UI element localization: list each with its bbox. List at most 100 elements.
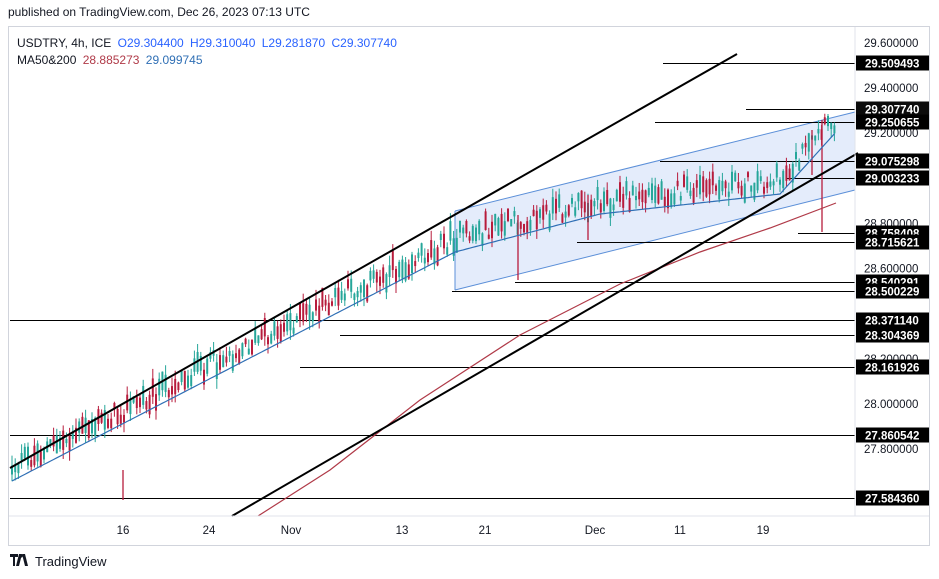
level-label-box [856, 101, 929, 117]
candle-body [532, 209, 535, 217]
candle-body [238, 349, 241, 364]
candle-body [446, 247, 449, 255]
candle-body [478, 220, 481, 235]
candle-body [788, 168, 791, 181]
candle-body [545, 204, 548, 212]
candle-body [33, 445, 36, 466]
candle-body [401, 259, 404, 279]
candle-body [299, 302, 301, 320]
candle-body [727, 191, 730, 197]
legend-high: H29.310040 [190, 36, 256, 50]
level-label-box [856, 114, 929, 130]
candle-body [449, 221, 452, 241]
candle-body [689, 190, 692, 196]
candle-body [427, 253, 429, 263]
candle-body [705, 180, 708, 197]
candle-body [315, 299, 317, 311]
candle-body [641, 189, 644, 203]
candle-body [52, 435, 55, 447]
candle-body [801, 144, 804, 149]
candle-body [327, 302, 330, 316]
candle-body [724, 181, 727, 189]
candle-body [100, 412, 103, 423]
candle-body [107, 418, 109, 428]
horizontal-levels [10, 63, 855, 499]
candle-body [385, 274, 388, 293]
level-label: 29.307740 [865, 105, 919, 117]
level-label-box [856, 170, 929, 186]
candle-body [507, 208, 509, 222]
candle-body [654, 185, 657, 203]
candle-body [190, 375, 193, 387]
tradingview-logo-icon [10, 554, 30, 569]
candle-body [433, 248, 436, 265]
candle-body [759, 176, 762, 181]
candle-body [769, 181, 772, 187]
candle-body [827, 115, 829, 127]
candle-body [289, 313, 292, 331]
level-label-box [856, 490, 929, 506]
published-caption: published on TradingView.com, Dec 26, 20… [8, 5, 310, 19]
candle-body [497, 218, 500, 236]
candle-body [318, 305, 321, 323]
candle-body [14, 465, 17, 473]
candle-body [494, 213, 497, 226]
candle-body [350, 278, 353, 292]
candle-body [126, 394, 129, 411]
candle-body [644, 190, 647, 204]
candle-body [263, 318, 266, 337]
candle-body [555, 198, 557, 214]
candle-body [247, 348, 250, 355]
candle-body [91, 419, 93, 434]
candle-body [702, 176, 705, 193]
candle-body [39, 451, 42, 467]
channel-upper-line [454, 111, 856, 212]
candle-body [203, 369, 205, 385]
candle-body [766, 182, 769, 188]
legend-ma-label[interactable]: MA50&200 [17, 53, 77, 67]
candle-body [638, 191, 641, 200]
candle-body [404, 262, 407, 281]
candle-body [468, 236, 471, 241]
legend-symbol[interactable]: USDTRY, 4h, ICE [17, 36, 112, 50]
candle-body [23, 446, 26, 459]
candle-body [510, 219, 513, 227]
footer-branding[interactable]: TradingView [10, 554, 107, 569]
candle-body [567, 205, 570, 216]
candle-body [171, 386, 173, 395]
candle-body [123, 414, 125, 423]
level-label-box [856, 359, 929, 375]
candle-body [337, 287, 340, 306]
legend-ma50-value: 28.885273 [82, 53, 140, 67]
candle-body [369, 270, 372, 281]
candle-body [491, 221, 493, 239]
candle-body [132, 396, 135, 403]
candle-body [183, 370, 186, 390]
candle-body [71, 431, 74, 439]
candle-body [273, 321, 276, 336]
level-label: 29.003233 [865, 174, 919, 186]
candle-body [59, 437, 61, 449]
level-label: 28.715621 [865, 238, 920, 250]
y-tick-label: 27.800000 [864, 444, 918, 456]
candle-body [286, 314, 289, 332]
candle-body [606, 189, 609, 205]
candle-body [180, 370, 183, 383]
lower-trendline[interactable] [231, 152, 859, 517]
candle-body [455, 237, 458, 253]
candle-body [27, 446, 29, 466]
upper-trendline[interactable] [9, 53, 738, 469]
candle-body [631, 185, 634, 196]
chart-legend: USDTRY, 4h, ICE O29.304400 H29.310040 L2… [17, 35, 397, 69]
candle-body [283, 322, 285, 332]
x-tick-label: 21 [479, 525, 492, 537]
candle-body [564, 211, 567, 218]
ma50-line [11, 133, 835, 482]
candle-body [267, 337, 269, 345]
candle-body [619, 182, 621, 202]
candle-body [110, 418, 113, 429]
level-label: 29.509493 [865, 59, 919, 71]
candle-body [647, 187, 650, 196]
